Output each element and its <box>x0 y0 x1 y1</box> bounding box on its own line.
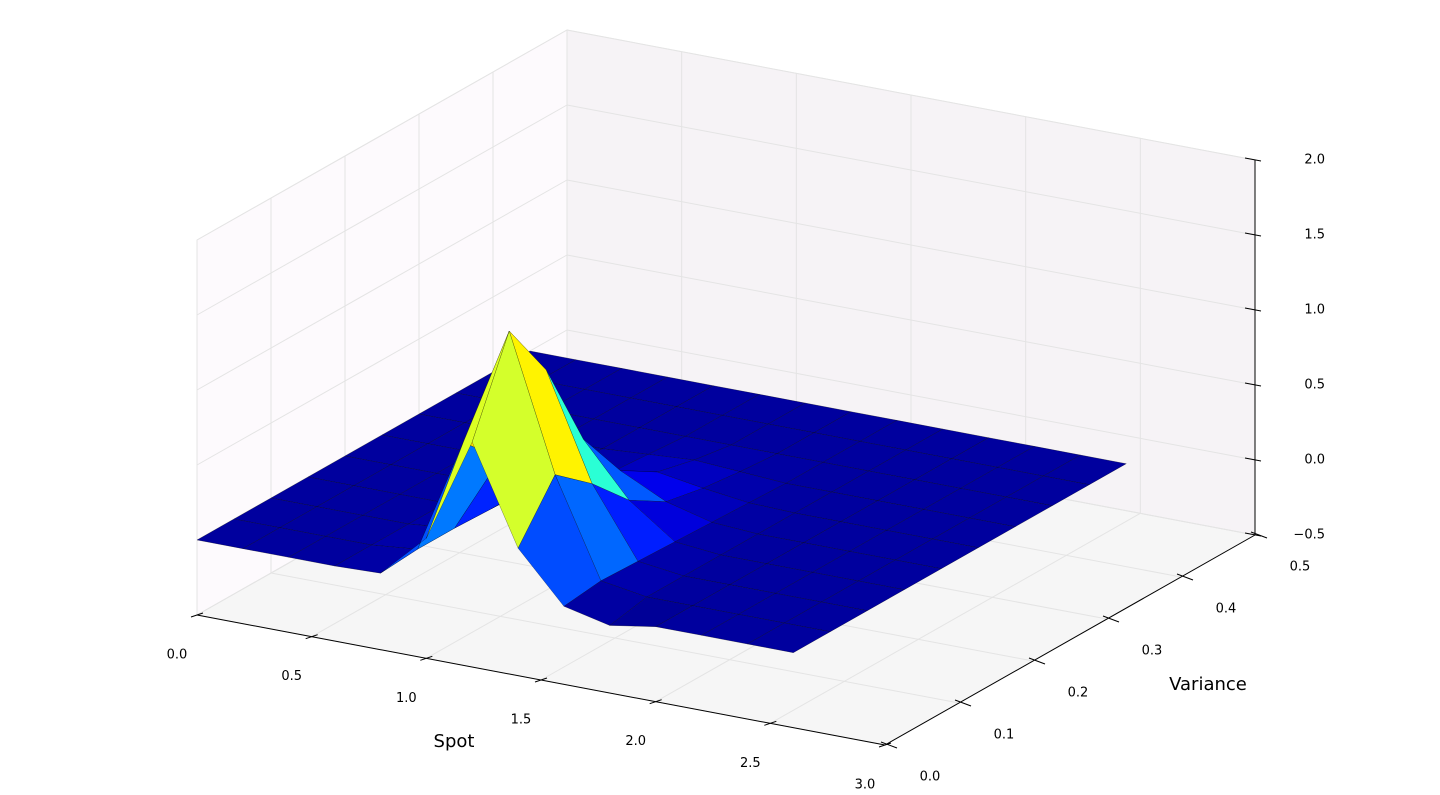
z-tick-label: 0.0 <box>1304 453 1325 468</box>
grid-line <box>196 29 568 241</box>
z-tick <box>1244 232 1262 237</box>
grid-line <box>566 254 1256 386</box>
grid-line <box>566 104 1256 236</box>
x-tick-label: 1.0 <box>396 691 417 706</box>
z-tick <box>1244 157 1262 162</box>
grid-line <box>196 179 568 391</box>
y-tick-label: 0.1 <box>994 728 1015 743</box>
grid-line <box>196 104 568 316</box>
y-tick-label: 0.3 <box>1142 644 1163 659</box>
y-tick <box>1250 531 1268 539</box>
x-tick-label: 0.5 <box>281 669 302 684</box>
grid-line <box>270 572 960 704</box>
y-tick-label: 0.5 <box>1290 560 1311 575</box>
z-tick-label: −0.5 <box>1293 528 1325 543</box>
z-tick-label: 1.0 <box>1304 303 1325 318</box>
y-axis-line <box>884 534 1256 746</box>
y-axis-title: Variance <box>1169 674 1247 695</box>
z-tick-label: 1.5 <box>1304 228 1325 243</box>
x-tick-label: 2.0 <box>625 734 646 749</box>
grid-line <box>566 329 1256 461</box>
y-tick-label: 0.0 <box>920 770 941 785</box>
y-tick <box>1102 615 1120 623</box>
z-tick <box>1244 307 1262 312</box>
y-tick-label: 0.4 <box>1216 602 1237 617</box>
x-tick-label: 0.0 <box>167 648 188 663</box>
z-tick-label: 2.0 <box>1304 153 1325 168</box>
grid-line <box>196 254 568 466</box>
grid-line <box>566 179 1256 311</box>
grid-line <box>770 512 1141 724</box>
y-tick <box>1028 657 1046 665</box>
y-tick <box>880 741 898 749</box>
x-axis-title: Spot <box>434 731 475 752</box>
surface-cell <box>746 622 831 653</box>
z-tick <box>1244 457 1262 462</box>
x-tick-label: 1.5 <box>511 713 532 728</box>
y-tick <box>954 699 972 707</box>
z-tick <box>1244 382 1262 387</box>
surface <box>196 330 1127 653</box>
y-tick-label: 0.2 <box>1068 686 1089 701</box>
x-tick-label: 3.0 <box>855 778 876 793</box>
z-tick-label: 0.5 <box>1304 378 1325 393</box>
x-axis-line <box>196 614 886 746</box>
grid-line <box>566 29 1256 161</box>
z-tick <box>1244 532 1262 537</box>
x-tick-label: 2.5 <box>740 756 761 771</box>
y-tick <box>1176 573 1194 581</box>
axes: 0.0 0.5 1.0 1.5 2.0 2.5 3.0 0.0 0.1 0.2 0.3 0.4 0.5 −… <box>167 153 1325 793</box>
